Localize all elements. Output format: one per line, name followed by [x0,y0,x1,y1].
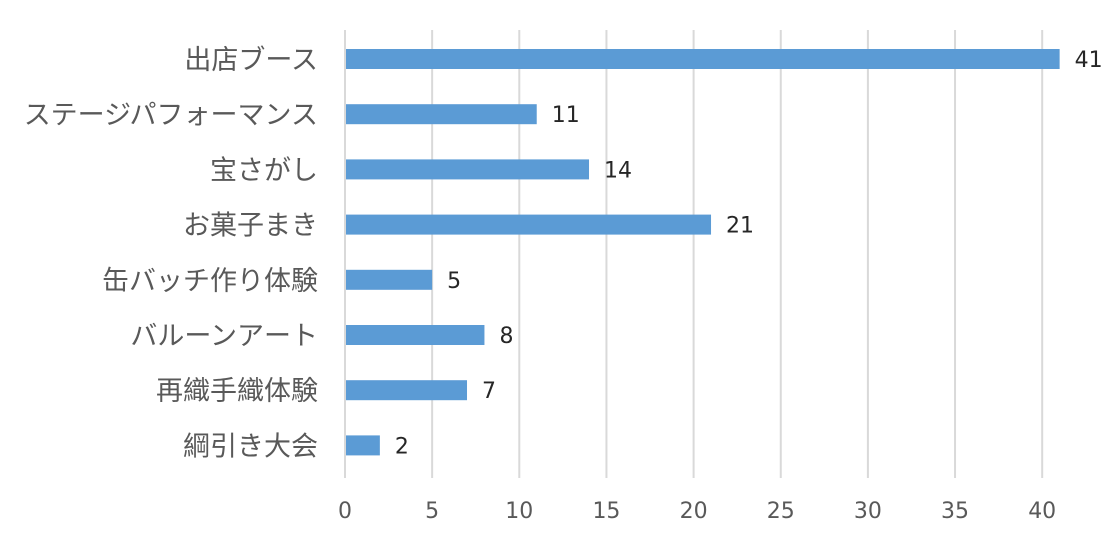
category-label: 宝さがし [210,155,318,186]
x-tick-label: 40 [1028,499,1056,524]
x-tick-label: 35 [941,499,969,524]
category-label: 出店ブース [184,45,318,76]
data-label: 21 [726,214,754,239]
x-tick-label: 30 [854,499,882,524]
x-tick-label: 5 [425,499,439,524]
bar [345,104,537,125]
data-label: 11 [552,103,580,128]
x-tick-label: 25 [767,499,795,524]
grid-lines [431,30,1044,478]
data-label: 14 [604,158,632,183]
category-labels: 出店ブースステージパフォーマンス宝さがしお菓子まき缶バッチ作り体験バルーンアート… [24,45,318,462]
bar [345,49,1060,69]
bar [345,380,468,401]
category-label: 綱引き大会 [183,431,318,462]
x-tick-label: 20 [680,499,708,524]
bar [345,214,712,235]
x-tick-label: 0 [338,499,352,524]
data-label: 7 [482,379,496,404]
category-label: お菓子まき [183,211,318,242]
category-label: 再織手織体験 [156,376,318,407]
bars [345,49,1060,456]
bar [345,159,590,180]
x-axis-tick-labels: 0 5 10 15 20 25 30 35 40 [338,499,1056,524]
bar [345,269,433,290]
category-label: バルーンアート [130,321,318,352]
data-label: 8 [499,324,513,349]
data-labels: 41 11 14 21 5 8 7 2 [395,48,1103,459]
data-label: 41 [1075,48,1103,73]
bar [345,435,380,456]
data-label: 5 [447,269,461,294]
bar [345,325,485,345]
category-label: 缶バッチ作り体験 [102,266,318,297]
x-tick-label: 10 [505,499,533,524]
x-tick-label: 15 [592,499,620,524]
data-label: 2 [395,434,409,459]
category-label: ステージパフォーマンス [24,100,318,131]
